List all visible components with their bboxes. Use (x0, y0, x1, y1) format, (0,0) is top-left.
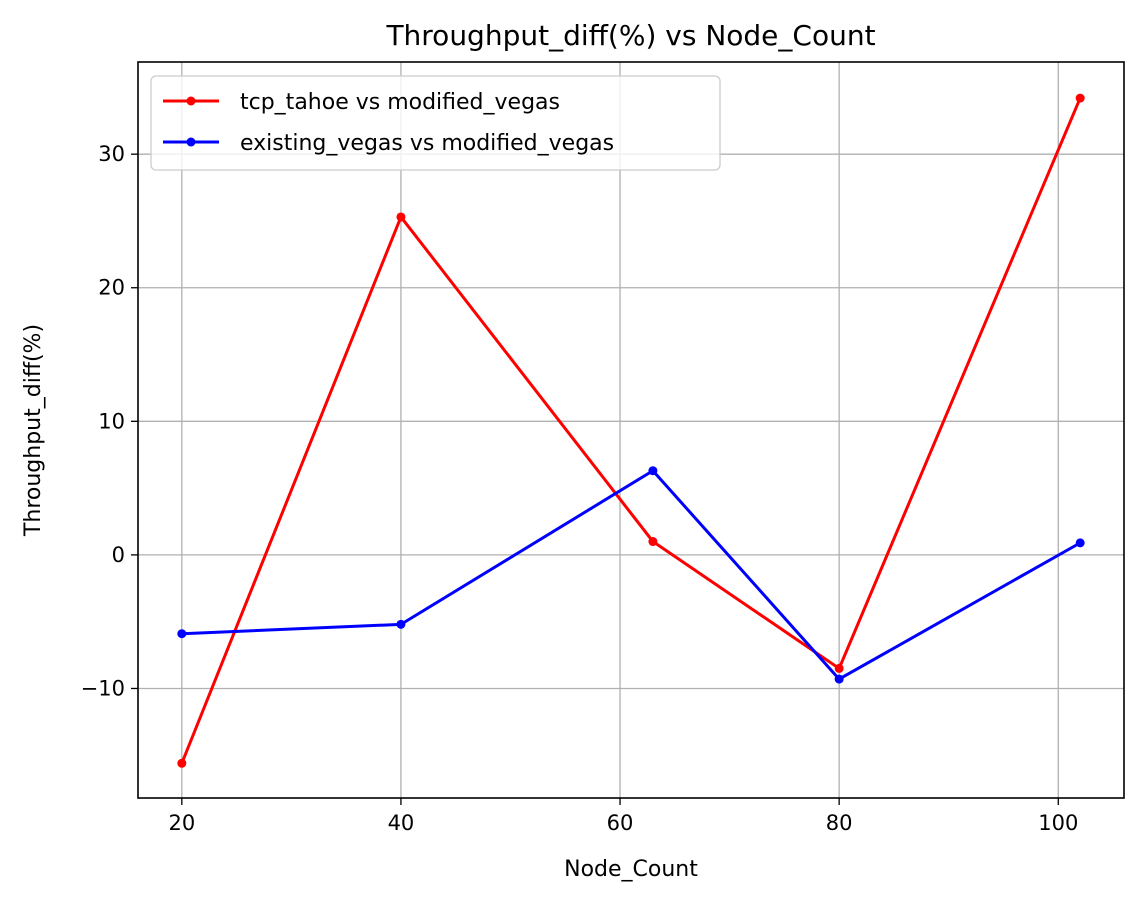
y-tick-label: −10 (81, 676, 125, 700)
y-axis-label: Throughput_diff(%) (21, 324, 46, 537)
x-tick-label: 40 (388, 811, 415, 835)
data-point-0-1 (396, 212, 406, 222)
data-point-1-2 (648, 466, 658, 476)
axis-ticks: 20 40 60 80 100 −10 0 10 20 30 (81, 142, 1079, 835)
legend-box (150, 75, 721, 171)
legend-label-existing-vegas: existing_vegas vs modified_vegas (240, 131, 614, 156)
y-tick-label: 0 (112, 543, 125, 567)
x-tick-label: 60 (607, 811, 634, 835)
data-point-0-0 (177, 758, 187, 768)
legend-marker-tcp-tahoe (186, 96, 196, 106)
x-tick-label: 80 (826, 811, 853, 835)
chart-title: Throughput_diff(%) vs Node_Count (385, 19, 875, 52)
y-tick-label: 30 (98, 142, 125, 166)
y-tick-label: 20 (98, 276, 125, 300)
data-point-1-3 (834, 674, 844, 684)
plot-frame (137, 61, 1125, 799)
data-point-0-3 (834, 663, 844, 673)
data-point-1-4 (1075, 538, 1085, 548)
y-tick-label: 10 (98, 409, 125, 433)
data-point-1-1 (396, 619, 406, 629)
x-tick-label: 20 (168, 811, 195, 835)
legend: tcp_tahoe vs modified_vegas existing_veg… (150, 75, 721, 171)
legend-label-tcp-tahoe: tcp_tahoe vs modified_vegas (240, 90, 560, 115)
series-group (177, 93, 1085, 768)
data-point-0-4 (1075, 93, 1085, 103)
data-point-1-0 (177, 629, 187, 639)
data-point-0-2 (648, 537, 658, 547)
x-axis-label: Node_Count (564, 857, 698, 882)
legend-marker-existing-vegas (186, 137, 196, 147)
x-tick-label: 100 (1038, 811, 1078, 835)
